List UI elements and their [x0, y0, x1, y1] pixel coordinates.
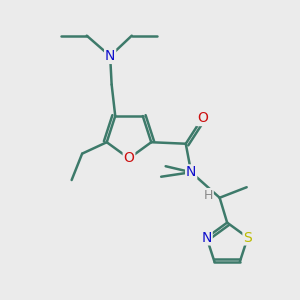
Text: N: N — [186, 165, 196, 179]
Text: N: N — [105, 49, 115, 63]
Text: O: O — [197, 111, 208, 125]
Text: H: H — [204, 189, 213, 202]
Text: O: O — [124, 152, 134, 165]
Text: S: S — [243, 231, 252, 244]
Text: N: N — [201, 231, 212, 244]
